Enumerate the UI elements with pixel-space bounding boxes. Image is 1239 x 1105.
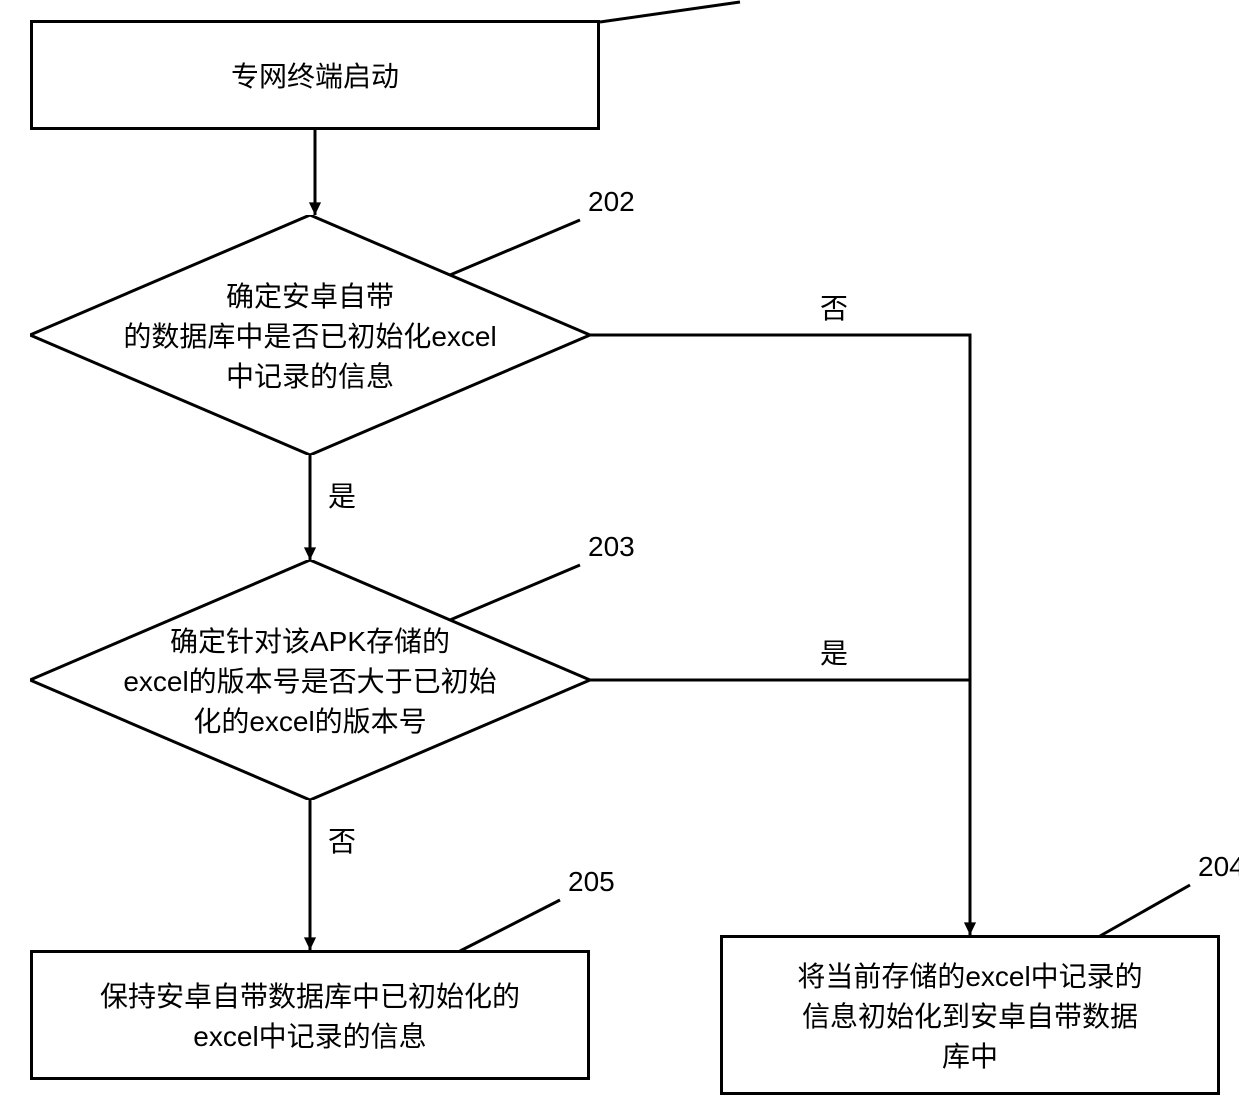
tag-203: 203: [588, 531, 635, 563]
edge-label: 是: [328, 475, 356, 515]
edge-label: 否: [328, 820, 356, 860]
edge-label: 否: [820, 287, 848, 327]
tag-202: 202: [588, 186, 635, 218]
edge-label: 是: [820, 632, 848, 672]
result-init: 将当前存储的excel中记录的 信息初始化到安卓自带数据 库中: [720, 935, 1220, 1095]
tag-205: 205: [568, 866, 615, 898]
tag-204: 204: [1198, 851, 1239, 883]
